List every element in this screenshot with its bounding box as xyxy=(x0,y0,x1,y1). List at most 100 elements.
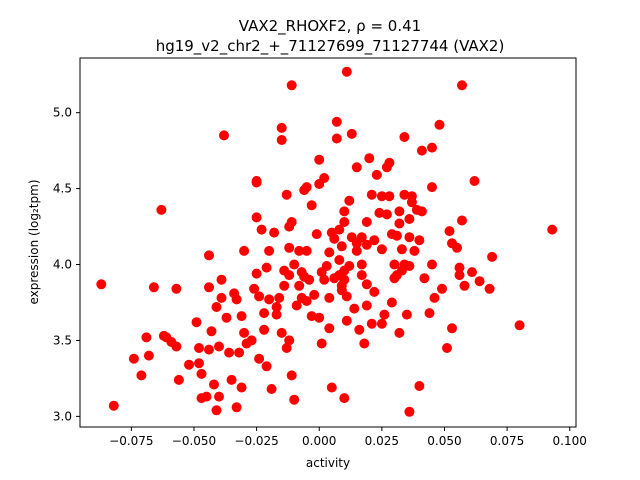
y-tick-label-4: 5.0 xyxy=(53,106,72,120)
data-point-197 xyxy=(447,323,457,334)
data-point-4 xyxy=(141,332,152,343)
data-point-195 xyxy=(444,226,455,237)
data-point-56 xyxy=(261,361,272,372)
data-point-158 xyxy=(384,157,395,168)
data-point-103 xyxy=(321,261,332,271)
data-point-159 xyxy=(386,297,397,308)
data-point-185 xyxy=(416,206,427,217)
data-point-192 xyxy=(434,119,445,130)
data-point-53 xyxy=(256,224,267,235)
x-tick-label-7: 0.100 xyxy=(553,434,587,448)
data-point-51 xyxy=(254,291,265,302)
data-point-30 xyxy=(216,292,227,303)
data-point-5 xyxy=(143,350,154,361)
data-point-89 xyxy=(301,245,312,256)
data-point-43 xyxy=(239,245,250,256)
data-point-130 xyxy=(346,128,357,139)
x-axis-label: activity xyxy=(306,456,350,470)
data-point-80 xyxy=(289,394,300,405)
data-point-63 xyxy=(271,309,282,320)
data-point-140 xyxy=(361,217,372,227)
data-point-88 xyxy=(301,182,312,193)
data-point-155 xyxy=(381,209,392,220)
data-point-201 xyxy=(457,80,467,91)
data-point-135 xyxy=(354,324,365,335)
data-point-112 xyxy=(331,116,342,127)
data-point-124 xyxy=(341,66,352,77)
data-point-111 xyxy=(331,133,342,144)
data-point-157 xyxy=(384,191,395,202)
data-point-46 xyxy=(249,283,260,294)
data-point-32 xyxy=(219,130,229,141)
data-point-66 xyxy=(276,135,287,145)
data-point-186 xyxy=(419,273,430,284)
data-point-128 xyxy=(344,195,355,206)
data-point-187 xyxy=(424,308,435,319)
data-point-67 xyxy=(276,122,287,133)
data-point-118 xyxy=(336,241,347,252)
data-point-144 xyxy=(364,153,375,164)
data-point-21 xyxy=(204,250,214,261)
data-point-33 xyxy=(221,312,232,323)
data-point-162 xyxy=(389,259,400,270)
data-point-60 xyxy=(266,384,277,394)
data-point-209 xyxy=(514,320,525,331)
data-point-105 xyxy=(324,247,335,258)
x-tick-label-3: 0.000 xyxy=(302,434,336,448)
data-point-182 xyxy=(414,381,425,391)
data-point-125 xyxy=(341,291,352,302)
data-point-65 xyxy=(276,327,287,338)
plot-area-frame xyxy=(79,57,577,428)
data-point-194 xyxy=(442,343,452,353)
data-point-37 xyxy=(231,294,242,305)
data-point-191 xyxy=(429,292,440,303)
x-tick-label-4: 0.025 xyxy=(365,434,399,448)
data-point-20 xyxy=(201,391,212,402)
data-point-15 xyxy=(191,317,202,328)
data-point-139 xyxy=(359,338,370,349)
data-point-142 xyxy=(361,300,372,311)
data-point-184 xyxy=(416,145,427,156)
y-tick-label-1: 3.5 xyxy=(53,333,72,347)
data-point-48 xyxy=(251,176,262,186)
data-point-202 xyxy=(457,215,467,226)
data-point-180 xyxy=(409,245,420,256)
data-point-26 xyxy=(211,302,222,312)
data-point-57 xyxy=(261,262,272,273)
data-point-176 xyxy=(404,261,415,271)
data-point-131 xyxy=(349,303,360,314)
data-point-207 xyxy=(484,283,495,294)
data-point-7 xyxy=(156,204,167,215)
data-point-137 xyxy=(356,259,367,270)
x-tick-label-0: −0.075 xyxy=(109,434,153,448)
data-point-173 xyxy=(401,309,412,320)
data-point-190 xyxy=(427,259,437,270)
data-point-126 xyxy=(341,315,352,326)
data-point-170 xyxy=(399,132,410,142)
data-point-127 xyxy=(344,261,355,271)
data-point-92 xyxy=(306,200,317,211)
data-point-193 xyxy=(437,283,447,294)
data-point-13 xyxy=(173,374,184,385)
data-point-74 xyxy=(284,242,295,253)
data-point-145 xyxy=(366,318,377,329)
data-point-138 xyxy=(356,270,367,281)
data-point-24 xyxy=(206,326,217,337)
data-point-204 xyxy=(467,267,477,278)
data-point-210 xyxy=(547,224,558,235)
chart-title-line2: hg19_v2_chr2_+_71127699_71127744 (VAX2) xyxy=(156,37,505,56)
data-point-29 xyxy=(214,391,224,402)
data-point-179 xyxy=(406,191,417,202)
data-point-167 xyxy=(394,218,405,229)
data-point-154 xyxy=(379,309,390,320)
data-point-177 xyxy=(404,406,415,417)
data-point-114 xyxy=(334,224,345,235)
data-point-42 xyxy=(239,327,250,338)
data-point-34 xyxy=(224,347,235,358)
data-point-119 xyxy=(339,274,350,285)
data-point-0 xyxy=(96,279,107,290)
data-point-16 xyxy=(194,343,204,353)
data-point-77 xyxy=(286,217,297,227)
data-point-22 xyxy=(204,282,214,293)
data-point-40 xyxy=(236,311,247,322)
